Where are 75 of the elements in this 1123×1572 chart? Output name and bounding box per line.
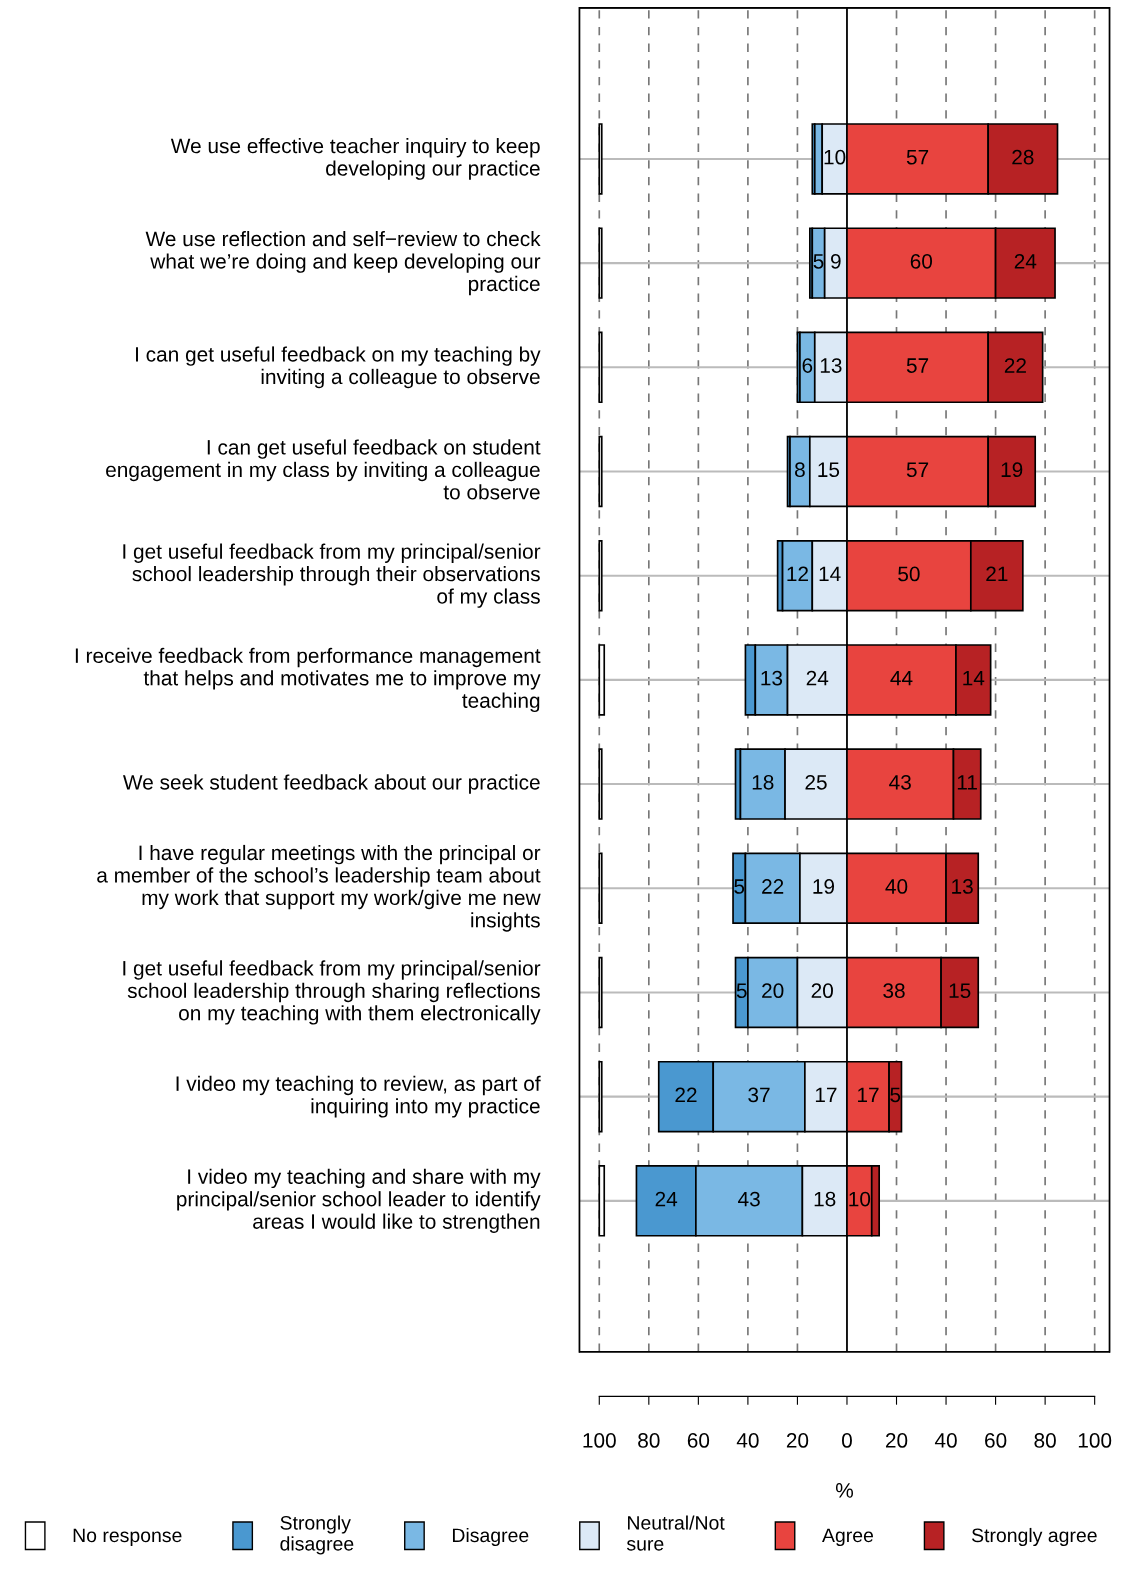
data-label: 38 (883, 983, 905, 999)
x-tick-label: 40 (934, 1433, 957, 1448)
data-label: 20 (811, 983, 833, 999)
y-tick-label: I have regular meetings with the principal or a member of the school’s leadership team about my work that support my work/give me new insights (97, 844, 541, 932)
y-tick-label: I receive feedback from performance management that helps and motivates me to improve my teaching (75, 647, 541, 713)
data-label: 17 (815, 1087, 837, 1103)
x-tick-label: 20 (786, 1433, 809, 1448)
data-label: 43 (889, 774, 911, 790)
y-tick-label: We seek student feedback about our practice (122, 774, 540, 794)
x-tick-label: 100 (1078, 1433, 1112, 1448)
data-label: 28 (1012, 149, 1034, 165)
data-label: 57 (906, 358, 929, 373)
data-label: 22 (675, 1087, 697, 1103)
y-tick-label: I get useful feedback from my principal/senior school leadership through sharing reflections on my teaching with them electronically (123, 960, 541, 1025)
data-label: 57 (906, 462, 929, 478)
data-label: 13 (820, 358, 842, 373)
data-label: 13 (761, 670, 783, 686)
data-label: 8 (795, 462, 805, 478)
x-tick-label: 80 (638, 1433, 660, 1448)
y-tick-label: I video my teaching and share with my principal/senior school leader to identify areas I would like to strengthen (177, 1168, 541, 1233)
data-label: 18 (814, 1191, 836, 1207)
data-label: 37 (748, 1087, 770, 1103)
data-label: 40 (885, 879, 908, 894)
data-label: 19 (1001, 462, 1023, 478)
y-tick-label: We use reflection and self−review to check what we’re doing and keep developing our practice (145, 230, 541, 296)
data-label: 60 (910, 253, 933, 269)
x-tick-label: 60 (985, 1433, 1007, 1448)
data-label: 57 (906, 149, 929, 165)
x-tick-label: 100 (583, 1433, 616, 1448)
y-tick-label: I video my teaching to review, as part of inquiring into my practice (176, 1075, 541, 1118)
legend-label: Strongly agree (971, 1527, 1097, 1547)
legend-label: Disagree (452, 1527, 529, 1547)
data-label: 19 (813, 879, 835, 894)
data-label: 5 (734, 879, 745, 894)
data-label: 24 (806, 670, 829, 686)
data-label: 5 (813, 254, 824, 269)
data-label: 5 (890, 1087, 901, 1103)
data-label: 15 (818, 462, 840, 478)
data-label: 22 (1004, 358, 1026, 373)
x-tick-label: 40 (736, 1433, 759, 1448)
legend-label: Strongly disagree (280, 1515, 354, 1555)
legend-label: No response (73, 1528, 182, 1547)
data-label: 24 (1014, 253, 1037, 269)
data-label: 25 (805, 774, 827, 790)
data-label: 50 (898, 566, 920, 582)
data-label: 18 (752, 774, 774, 790)
data-label: 22 (762, 879, 784, 894)
data-label: 11 (957, 775, 977, 790)
x-axis-title: % (835, 1483, 854, 1498)
data-label: 24 (655, 1191, 678, 1207)
x-tick-label: 0 (841, 1433, 852, 1448)
data-label: 9 (831, 253, 841, 269)
data-label: 14 (819, 566, 841, 582)
y-tick-label: I can get useful feedback on my teaching by inviting a colleague to observe (136, 346, 541, 389)
data-label: 15 (949, 983, 971, 999)
x-tick-label: 60 (687, 1433, 710, 1448)
data-label: 6 (802, 358, 813, 373)
x-tick-label: 20 (885, 1433, 908, 1448)
y-tick-label: We use effective teacher inquiry to keep developing our practice (170, 138, 540, 180)
legend-label: Neutral/Not sure (626, 1515, 725, 1551)
x-tick-label: 80 (1034, 1433, 1056, 1448)
data-label: 13 (952, 879, 973, 894)
data-label: 12 (787, 566, 808, 582)
data-label: 14 (963, 670, 985, 686)
data-label: 20 (762, 983, 784, 999)
data-label: 21 (986, 566, 1008, 582)
data-label: 43 (738, 1191, 760, 1207)
data-label: 10 (849, 1191, 871, 1207)
legend-label: Agree (822, 1528, 874, 1547)
data-label: 10 (824, 149, 846, 165)
y-tick-label: I can get useful feedback on student engagement in my class by inviting a colleague to observe (106, 439, 541, 500)
data-label: 5 (736, 983, 747, 999)
data-label: 17 (858, 1087, 879, 1103)
data-label: 44 (890, 670, 913, 686)
y-tick-label: I get useful feedback from my principal/senior school leadership through their observations of my class (123, 543, 541, 608)
